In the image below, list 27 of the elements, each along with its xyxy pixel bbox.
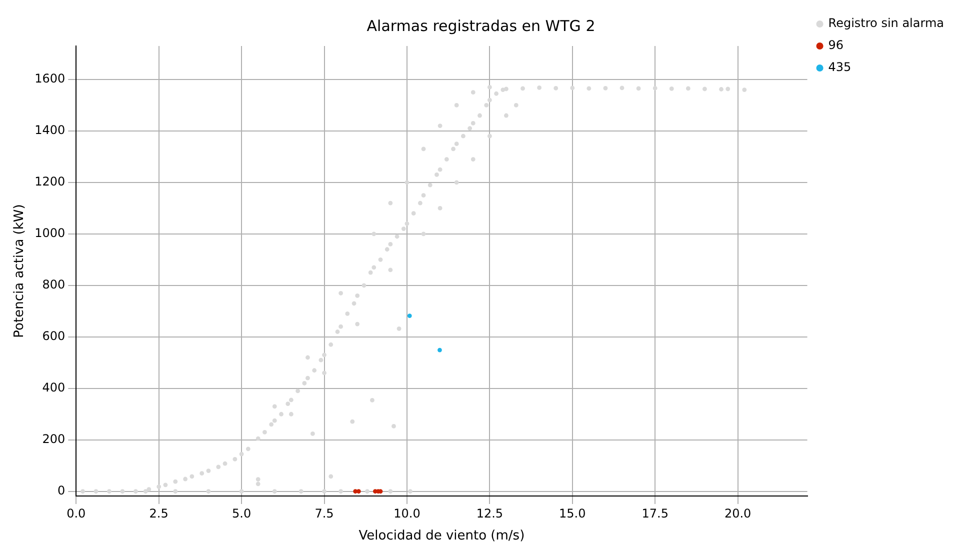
x-tick-label: 10.0 (394, 506, 420, 520)
y-tick-label: 600 (42, 329, 66, 344)
y-tick-label: 1600 (34, 72, 66, 86)
y-tick-label: 200 (42, 432, 66, 446)
y-tick-label: 1000 (34, 226, 66, 240)
y-tick-label: 1200 (34, 174, 66, 189)
x-tick-label: 0.0 (66, 506, 86, 520)
y-tick-label: 800 (42, 278, 66, 292)
x-tick-label: 2.5 (149, 506, 168, 520)
y-tick-label: 400 (42, 380, 66, 395)
y-tick-label: 0 (58, 483, 66, 498)
legend-label: 96 (828, 38, 844, 52)
point (356, 489, 361, 494)
x-tick-label: 20.0 (724, 506, 752, 520)
point (407, 314, 412, 318)
y-tick-label: 1400 (34, 123, 66, 138)
chart-title: Alarmas registradas en WTG 2 (366, 16, 596, 35)
x-tick-label: 12.5 (476, 506, 504, 520)
x-tick-label: 7.5 (314, 506, 334, 520)
legend-label: 435 (828, 60, 852, 74)
x-tick-label: 5.0 (232, 506, 252, 520)
x-tick-label: 17.5 (642, 506, 668, 520)
x-axis-title: Velocidad de viento (m/s) (358, 528, 525, 544)
point (438, 348, 442, 352)
x-tick-label: 15.0 (559, 506, 586, 520)
y-axis-title: Potencia activa (kW) (12, 204, 28, 338)
legend-label: Registro sin alarma (828, 16, 944, 30)
